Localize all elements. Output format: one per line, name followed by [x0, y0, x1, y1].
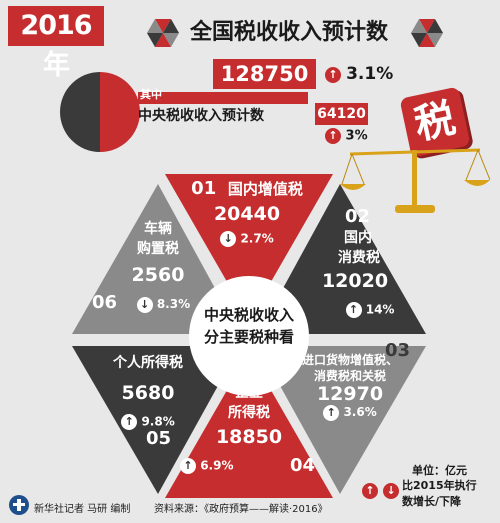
- balance-scale-icon: [340, 148, 490, 213]
- segment-04-index: 04: [290, 455, 316, 476]
- segment-01-value: 20440: [213, 203, 281, 225]
- segment-05-text: 个人所得税 5680 ↑ 9.8%: [88, 352, 208, 430]
- segment-03-name-2: 消费税和关税: [313, 369, 386, 383]
- central-growth-value: 3%: [345, 128, 368, 144]
- subset-tag: 其中: [140, 88, 162, 101]
- footer-agency: 新华社记者 马研 编制: [34, 504, 131, 515]
- up-arrow-icon: ↑: [325, 66, 341, 83]
- central-tax-label: 中央税收收入预计数: [138, 108, 264, 124]
- center-label: 中央税收收入 分主要税种看: [189, 304, 309, 348]
- segment-01-text: 01 国内增值税 20440 ↓ 2.7%: [172, 178, 322, 247]
- center-circle: [189, 276, 309, 396]
- up-arrow-icon: ↑: [325, 128, 341, 144]
- segment-04-value: 18850: [215, 426, 283, 448]
- central-tax-value: 64120: [315, 103, 368, 125]
- segment-05-growth: 9.8%: [141, 414, 175, 429]
- center-line-1: 中央税收收入: [203, 306, 294, 324]
- segment-06-name-1: 车辆: [144, 221, 172, 237]
- total-growth-value: 3.1%: [346, 64, 394, 84]
- down-arrow-icon: ↓: [136, 296, 153, 313]
- segment-06-growth: 8.3%: [156, 297, 191, 311]
- segment-02-name-1: 国内: [344, 230, 372, 246]
- center-line-2: 分主要税种看: [203, 328, 294, 346]
- central-growth: ↑ 3%: [325, 128, 368, 144]
- down-arrow-icon: ↓: [383, 482, 400, 499]
- segment-04: [165, 352, 333, 498]
- segment-03-text: 进口货物增值税、 消费税和关税 12970 ↑ 3.6%: [285, 352, 415, 421]
- segment-01-growth: 2.7%: [240, 231, 274, 246]
- legend-line-2: 数增长/下降: [402, 495, 462, 508]
- legend-text: 比2015年执行 数增长/下降: [402, 478, 477, 510]
- segment-01-index: 01: [191, 178, 217, 199]
- segment-05-name: 个人所得税: [113, 355, 183, 371]
- unit-label: 单位：亿元: [412, 464, 467, 477]
- legend-line-1: 比2015年执行: [402, 479, 477, 492]
- segment-04-growth-row: ↑ 6.9%: [180, 458, 233, 474]
- up-arrow-icon: ↑: [323, 404, 340, 421]
- footer-source: 资料来源：《政府预算——解读·2016》: [154, 504, 328, 515]
- page-title: 全国税收收入预计数: [190, 20, 389, 45]
- up-arrow-icon: ↑: [345, 302, 362, 318]
- segment-06-index: 06: [92, 292, 118, 313]
- segment-02: [258, 184, 426, 334]
- hexagon-icon-left: [147, 19, 179, 47]
- down-arrow-icon: ↓: [220, 231, 237, 247]
- segment-02-value: 12020: [321, 270, 389, 292]
- total-tax-value: 128750: [213, 59, 316, 89]
- segment-03-growth: 3.6%: [343, 405, 377, 419]
- total-growth: ↑ 3.1%: [325, 64, 393, 84]
- segment-04-name-2: 所得税: [228, 405, 270, 421]
- segment-02-text: 02 国内 消费税: [300, 206, 390, 267]
- segment-06-name-2: 购置税: [137, 241, 179, 257]
- hexagon-icon-right: [411, 19, 443, 47]
- subset-bar: [138, 92, 308, 104]
- segment-03-index: 03: [385, 340, 411, 361]
- up-arrow-icon: ↑: [180, 458, 196, 474]
- segment-04-name-1: 企业: [235, 385, 263, 401]
- segment-06: [72, 184, 240, 334]
- up-arrow-icon: ↑: [362, 482, 378, 499]
- segment-01: [165, 174, 333, 320]
- segment-05-index: 05: [146, 428, 172, 449]
- segment-05-value: 5680: [121, 382, 175, 404]
- segment-04-text: 企业 所得税 18850: [184, 382, 314, 448]
- segment-03-name-1: 进口货物增值税、: [301, 353, 398, 367]
- segment-06-figures: 06 ↓ 8.3%: [92, 292, 190, 313]
- segment-06-value: 2560: [131, 264, 185, 286]
- segment-04-growth: 6.9%: [200, 458, 234, 473]
- segment-02-figures: 12020 ↑ 14%: [310, 270, 400, 318]
- segment-03: [258, 346, 426, 494]
- segment-02-growth: 14%: [365, 302, 395, 317]
- segment-02-index: 02: [344, 206, 370, 227]
- segment-03-value: 12970: [316, 383, 384, 405]
- segment-01-name: 国内增值税: [227, 180, 303, 198]
- segment-06-text: 车辆 购置税 2560: [118, 218, 198, 286]
- segment-02-name-2: 消费税: [338, 250, 380, 266]
- legend-arrows: ↑ ↓: [362, 480, 400, 499]
- xinhua-logo-icon: [9, 495, 29, 515]
- year-badge: 2016年: [8, 6, 104, 81]
- up-arrow-icon: ↑: [121, 414, 138, 430]
- segment-05: [72, 346, 240, 494]
- central-share-pie: [60, 72, 140, 152]
